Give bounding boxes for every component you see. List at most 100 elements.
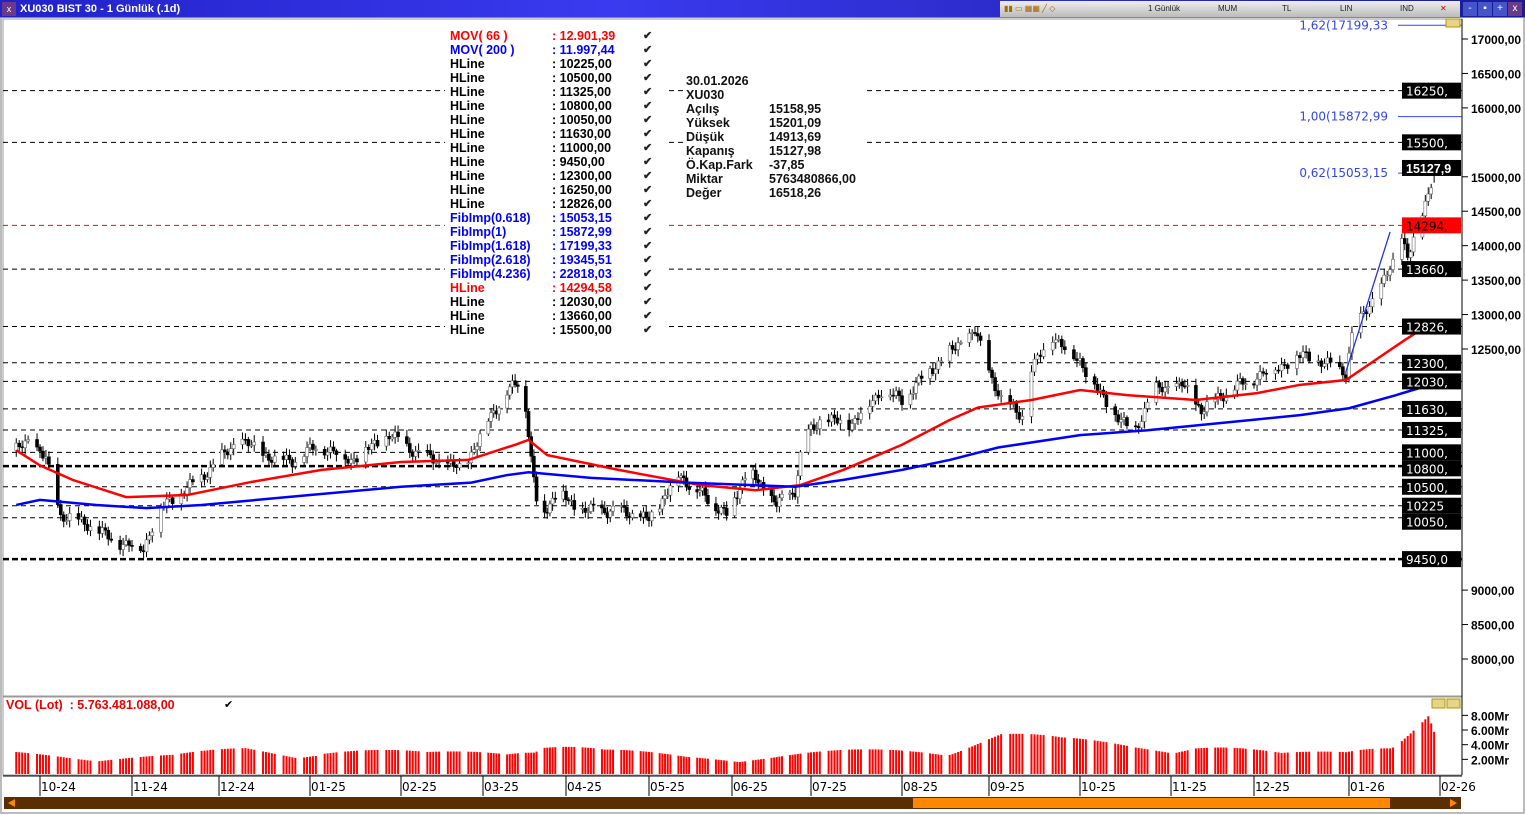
checkmark-icon[interactable]: ✔	[643, 226, 653, 238]
legend-value: : 19345,51	[552, 253, 612, 267]
volume-bar	[1225, 747, 1228, 774]
volume-bar	[83, 759, 86, 774]
candle-body	[170, 497, 175, 504]
legend-item[interactable]: HLine: 16250,00 ✔	[445, 183, 667, 197]
legend-value: : 9450,00	[552, 155, 605, 169]
checkmark-icon[interactable]: ✔	[643, 142, 653, 154]
checkmark-icon[interactable]: ✔	[643, 296, 653, 308]
volume-bar	[1433, 731, 1436, 774]
legend-item[interactable]: HLine: 13660,00 ✔	[445, 309, 667, 323]
legend-item[interactable]: HLine: 10800,00 ✔	[445, 99, 667, 113]
volume-bar	[1217, 747, 1220, 774]
legend-item[interactable]: HLine: 10050,00 ✔	[445, 113, 667, 127]
legend-item[interactable]: HLine: 12030,00 ✔	[445, 295, 667, 309]
checkmark-icon[interactable]: ✔	[643, 128, 653, 140]
volume-bar	[1093, 740, 1096, 774]
legend-item[interactable]: HLine: 15500,00 ✔	[445, 323, 667, 337]
legend-item[interactable]: HLine: 12826,00 ✔	[445, 197, 667, 211]
checkmark-icon[interactable]: ✔	[643, 268, 653, 280]
legend-item[interactable]: HLine: 11325,00 ✔	[445, 85, 667, 99]
minimize-button[interactable]: -	[1463, 2, 1477, 16]
drawing-tools-icon[interactable]: ▮▮ ▭ ▦▦ ╱ ◇	[1004, 4, 1056, 13]
checkmark-icon[interactable]: ✔	[643, 198, 653, 210]
candle-body	[724, 507, 729, 516]
checkmark-icon[interactable]: ✔	[643, 100, 653, 112]
legend-item[interactable]: FibImp(1): 15872,99 ✔	[445, 225, 667, 239]
chart-type-selector[interactable]: MUM	[1218, 4, 1238, 13]
volume-bar	[988, 739, 990, 774]
candle-body	[1252, 383, 1256, 386]
checkmark-icon[interactable]: ✔	[643, 156, 653, 168]
checkmark-icon[interactable]: ✔	[643, 170, 653, 182]
checkmark-icon[interactable]: ✔	[643, 86, 653, 98]
volume-bar	[920, 752, 923, 774]
checkmark-icon[interactable]: ✔	[643, 240, 653, 252]
checkmark-icon[interactable]: ✔	[643, 184, 653, 196]
legend-item[interactable]: FibImp(2.618): 19345,51 ✔	[445, 253, 667, 267]
period-selector[interactable]: 1 Günlük	[1148, 4, 1181, 13]
volume-bar	[527, 752, 530, 774]
volume-bar	[912, 751, 915, 774]
last-price-label: 15127,9	[1406, 162, 1451, 176]
legend-item[interactable]: FibImp(0.618): 15053,15 ✔	[445, 211, 667, 225]
candle-body	[1060, 339, 1064, 348]
legend-item[interactable]: HLine: 11630,00 ✔	[445, 127, 667, 141]
volume-bar	[957, 752, 960, 774]
legend-item[interactable]: FibImp(4.236): 22818,03 ✔	[445, 267, 667, 281]
legend-item[interactable]: HLine: 12300,00 ✔	[445, 169, 667, 183]
volume-bar	[1079, 738, 1081, 774]
candle-body	[973, 332, 977, 334]
legend-item[interactable]: HLine: 14294,58 ✔	[445, 281, 667, 295]
candle-body	[917, 375, 921, 384]
volume-value: : 5.763.481.088,00	[69, 698, 175, 712]
candle-body	[240, 438, 245, 445]
volume-bar	[951, 754, 954, 774]
checkmark-icon[interactable]: ✔	[643, 324, 653, 336]
price-marker-label: 12300,	[1406, 357, 1448, 371]
close-window-button[interactable]: x	[1508, 2, 1522, 16]
scroll-left-arrow-icon[interactable]	[8, 799, 15, 807]
volume-bar	[1323, 751, 1326, 774]
settings-icon[interactable]: ✕	[1440, 4, 1447, 13]
legend-item[interactable]: HLine: 9450,00 ✔	[445, 155, 667, 169]
maximize-button[interactable]: +	[1493, 2, 1507, 16]
checkmark-icon[interactable]: ✔	[643, 114, 653, 126]
legend-item[interactable]: MOV( 66 ): 12.901,39 ✔	[445, 29, 667, 43]
checkmark-icon[interactable]: ✔	[643, 44, 653, 56]
legend-name: HLine	[450, 169, 485, 183]
checkmark-icon[interactable]: ✔	[643, 254, 653, 266]
scrollbar-thumb[interactable]	[913, 798, 1390, 808]
legend-item[interactable]: FibImp(1.618): 17199,33 ✔	[445, 239, 667, 253]
checkmark-icon[interactable]: ✔	[643, 58, 653, 70]
legend-item[interactable]: MOV( 200 ): 11.997,44 ✔	[445, 43, 667, 57]
currency-selector[interactable]: TL	[1282, 4, 1292, 13]
checkmark-icon[interactable]: ✔	[643, 310, 653, 322]
x-tick-label: 10-25	[1081, 780, 1116, 794]
candle-body	[1081, 358, 1085, 368]
indicator-selector[interactable]: IND	[1400, 4, 1414, 13]
candle-body	[387, 436, 392, 440]
checkmark-icon[interactable]: ✔	[643, 282, 653, 294]
volume-bar	[355, 750, 358, 774]
restore-button[interactable]: ▪	[1478, 2, 1492, 16]
checkmark-icon[interactable]: ✔	[643, 72, 653, 84]
scale-selector[interactable]: LIN	[1340, 4, 1353, 13]
volume-bar	[347, 751, 350, 774]
candle-body	[61, 514, 66, 522]
scroll-right-arrow-icon[interactable]	[1450, 799, 1457, 807]
checkmark-icon[interactable]: ✔	[643, 212, 653, 224]
checkmark-icon[interactable]: ✔	[643, 30, 653, 42]
legend-item[interactable]: HLine: 11000,00 ✔	[445, 141, 667, 155]
volume-bar	[1057, 736, 1060, 774]
volume-bar	[1338, 751, 1341, 774]
volume-bar	[288, 756, 291, 774]
legend-item[interactable]: HLine: 10225,00 ✔	[445, 57, 667, 71]
candle-body	[454, 466, 459, 468]
close-chart-button[interactable]: x	[2, 2, 16, 16]
candle-body	[85, 524, 90, 531]
legend-item[interactable]: HLine: 10500,00 ✔	[445, 71, 667, 85]
candle-body	[261, 441, 265, 456]
checkmark-icon[interactable]: ✔	[224, 699, 234, 711]
candle-body	[1322, 363, 1327, 367]
volume-bar	[892, 750, 895, 774]
